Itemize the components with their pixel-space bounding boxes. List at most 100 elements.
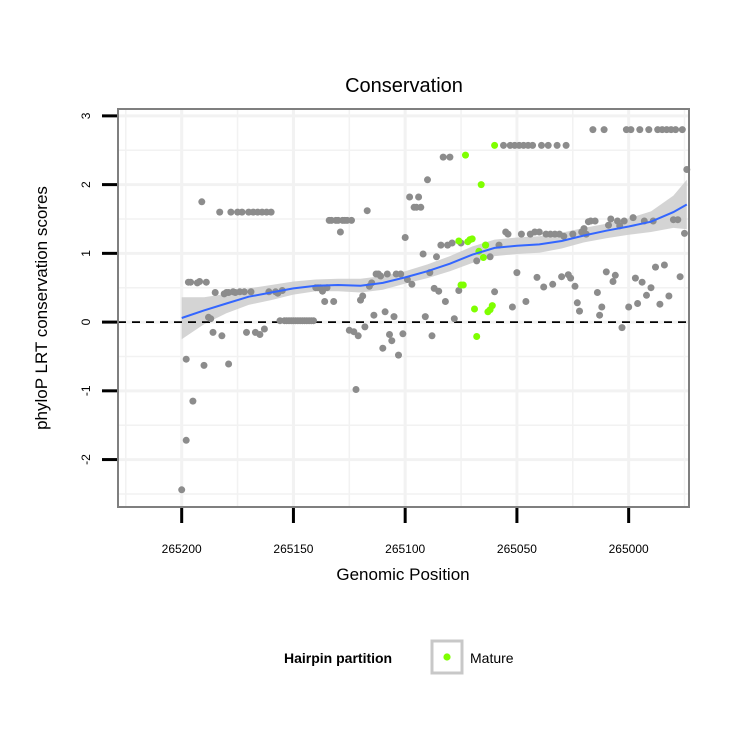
data-point xyxy=(363,207,371,215)
data-point xyxy=(576,307,583,315)
data-point xyxy=(591,217,599,225)
data-point xyxy=(209,328,217,336)
smooth-trend-line xyxy=(181,203,688,319)
data-point xyxy=(348,216,355,224)
data-point xyxy=(627,126,635,134)
legend-label-mature: Mature xyxy=(470,650,514,666)
data-point xyxy=(625,303,633,311)
data-point xyxy=(433,253,440,261)
data-point xyxy=(406,193,414,201)
data-point xyxy=(573,299,581,307)
data-point xyxy=(538,141,545,149)
data-point xyxy=(187,278,195,286)
data-point xyxy=(605,221,612,229)
data-point xyxy=(240,288,248,296)
data-point xyxy=(260,325,268,333)
data-point xyxy=(448,239,456,247)
data-point xyxy=(607,215,615,223)
data-point xyxy=(370,311,378,319)
data-point xyxy=(207,315,215,323)
y-tick-label: 1 xyxy=(79,250,93,257)
mature-point xyxy=(482,241,490,249)
data-point xyxy=(678,126,686,134)
data-point xyxy=(182,355,190,363)
data-point xyxy=(243,328,250,336)
data-point xyxy=(256,331,264,338)
data-point xyxy=(569,230,577,238)
mature-point xyxy=(459,281,467,289)
data-point xyxy=(589,126,597,134)
data-point xyxy=(189,397,197,405)
data-point xyxy=(593,289,601,296)
data-point xyxy=(198,198,206,206)
data-point xyxy=(486,253,494,261)
data-point xyxy=(629,214,637,222)
data-point xyxy=(421,313,429,321)
y-tick-label: -2 xyxy=(79,454,93,465)
mature-point xyxy=(488,302,496,310)
data-point xyxy=(535,228,543,236)
data-point xyxy=(674,216,682,224)
data-point xyxy=(218,332,226,340)
data-point xyxy=(419,250,427,258)
x-tick-label: 265200 xyxy=(162,542,202,556)
data-point xyxy=(428,332,436,340)
data-point xyxy=(388,337,396,345)
data-point xyxy=(638,278,646,286)
data-point xyxy=(560,232,568,240)
legend: Hairpin partition Mature xyxy=(284,639,514,675)
data-point xyxy=(435,287,443,295)
mature-point xyxy=(477,181,485,189)
data-point xyxy=(620,217,628,225)
data-point xyxy=(202,278,210,286)
data-point xyxy=(267,208,275,216)
y-tick-label: 2 xyxy=(79,181,93,188)
data-point xyxy=(227,208,235,216)
data-point xyxy=(611,271,619,279)
data-point xyxy=(247,288,255,296)
data-point xyxy=(522,298,530,305)
data-point xyxy=(359,292,367,300)
data-point xyxy=(609,278,617,285)
data-point xyxy=(354,332,362,340)
x-tick-label: 265100 xyxy=(385,542,425,556)
data-point xyxy=(386,331,393,338)
data-point xyxy=(417,203,425,211)
data-point xyxy=(549,280,557,288)
data-point xyxy=(631,274,639,282)
data-point xyxy=(446,153,454,161)
data-point xyxy=(618,324,626,332)
legend-key-mature-point xyxy=(443,653,451,661)
data-point xyxy=(437,241,445,249)
data-point xyxy=(455,287,463,294)
data-point xyxy=(672,126,680,134)
data-point xyxy=(450,315,458,323)
data-point xyxy=(401,234,409,241)
x-tick-label: 265000 xyxy=(609,542,649,556)
data-point xyxy=(647,284,655,292)
mature-point xyxy=(473,333,481,340)
data-point xyxy=(473,257,481,265)
data-point xyxy=(656,300,664,308)
data-point xyxy=(397,270,405,278)
data-point xyxy=(636,126,644,134)
data-point xyxy=(408,280,416,288)
data-point xyxy=(352,386,360,393)
mature-point xyxy=(462,151,469,159)
data-point xyxy=(598,303,606,311)
data-point xyxy=(321,298,329,305)
data-point xyxy=(390,313,398,321)
y-tick-label: 3 xyxy=(79,112,93,119)
data-point xyxy=(395,351,402,359)
data-point xyxy=(424,176,431,184)
data-point xyxy=(567,274,575,282)
data-point xyxy=(178,486,186,494)
data-point xyxy=(415,193,423,201)
data-point xyxy=(540,283,548,291)
data-point xyxy=(182,436,190,444)
data-point xyxy=(558,273,566,281)
data-point xyxy=(652,263,659,271)
data-point xyxy=(330,298,338,305)
data-point xyxy=(200,361,208,369)
mature-point xyxy=(468,235,476,243)
